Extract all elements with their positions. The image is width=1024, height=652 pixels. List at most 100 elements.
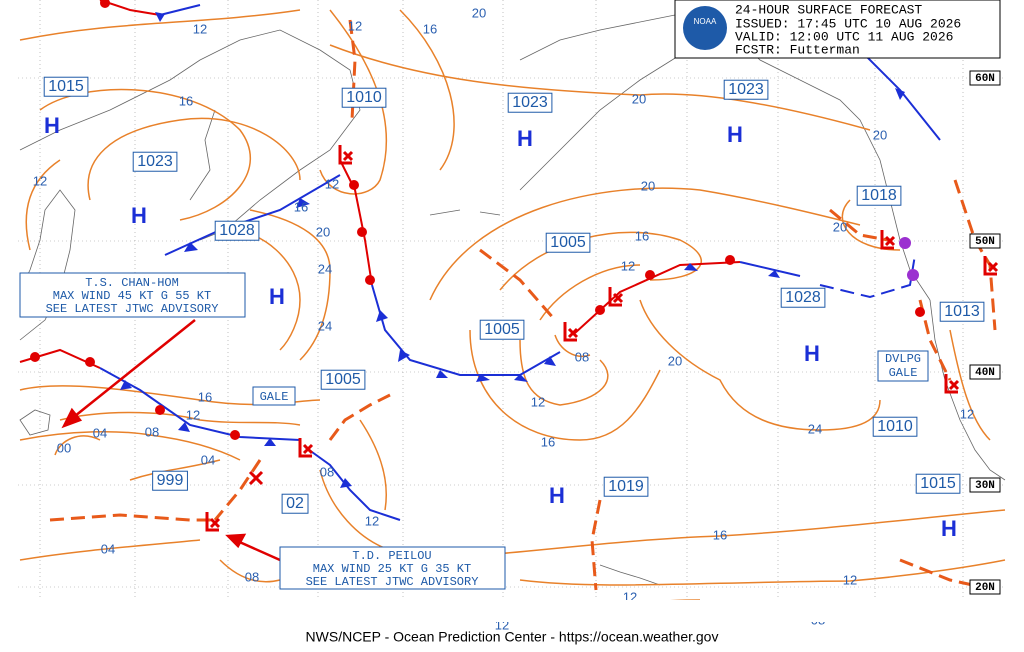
pressure-box xyxy=(214,220,260,241)
isobar-label: 12 xyxy=(193,21,207,36)
pressure-box xyxy=(507,92,553,113)
arrows xyxy=(61,319,281,562)
logo-text: NOAA xyxy=(694,17,717,26)
header-forecaster: FCSTR: Futterman xyxy=(735,42,860,57)
pressure-label: 1023 xyxy=(728,81,764,98)
isobar-label: 08 xyxy=(145,424,159,439)
latitude-box xyxy=(969,233,1001,249)
pressure-label: 1015 xyxy=(48,78,84,95)
isobar-label: 20 xyxy=(316,224,330,239)
high-center: H xyxy=(941,516,957,541)
isobar-label: 16 xyxy=(713,527,727,542)
isobar-label: 12 xyxy=(33,173,47,188)
isobar-label: 12 xyxy=(960,406,974,421)
warning-text: DVLPG xyxy=(885,352,921,366)
pressure-label: 1028 xyxy=(219,222,255,239)
isobar-label: 04 xyxy=(93,425,107,440)
high-center: H xyxy=(269,284,285,309)
latitude-box xyxy=(969,477,1001,493)
pressure-box xyxy=(603,476,649,497)
pressure-label: 1028 xyxy=(785,289,821,306)
isobar-label: 20 xyxy=(833,219,847,234)
advisory-box xyxy=(19,272,246,318)
pressure-box xyxy=(43,76,89,97)
pressure-box xyxy=(152,470,188,491)
pressure-box xyxy=(341,87,387,108)
coastlines xyxy=(19,9,1006,586)
isobar-label: 04 xyxy=(201,452,215,467)
warning-text: GALE xyxy=(260,390,289,404)
isobar-label: 20 xyxy=(632,91,646,106)
isobar-label: 08 xyxy=(575,349,589,364)
isobar-label: 04 xyxy=(101,541,115,556)
isobar-label: 20 xyxy=(472,5,486,20)
high-center: H xyxy=(517,126,533,151)
isobar-label: 16 xyxy=(294,199,308,214)
pressure-box xyxy=(723,79,769,100)
advisory-text: SEE LATEST JTWC ADVISORY xyxy=(306,575,479,589)
pressure-label: 1023 xyxy=(137,153,173,170)
warning-box xyxy=(252,386,296,406)
pressure-label: 999 xyxy=(157,472,184,489)
isobar-label: 12 xyxy=(325,176,339,191)
isobar-label: 00 xyxy=(57,440,71,455)
advisory-text: SEE LATEST JTWC ADVISORY xyxy=(46,302,219,316)
high-center: H xyxy=(131,203,147,228)
isobar-label: 12 xyxy=(621,258,635,273)
pressure-label: 1005 xyxy=(550,234,586,251)
pressure-label: 1010 xyxy=(346,89,382,106)
pressure-label: 1005 xyxy=(484,321,520,338)
pressure-box xyxy=(545,232,591,253)
isobar-label: 16 xyxy=(179,93,193,108)
advisory-text: T.D. PEILOU xyxy=(352,549,431,563)
pressure-box xyxy=(320,369,366,390)
isobar-label: 08 xyxy=(245,569,259,584)
isobar-label: 20 xyxy=(641,178,655,193)
pressure-box xyxy=(872,416,918,437)
warning-box xyxy=(877,350,929,382)
pressure-label: 1010 xyxy=(877,418,913,435)
pressure-box xyxy=(281,493,309,514)
isobar-label: 20 xyxy=(668,353,682,368)
high-center: H xyxy=(549,483,565,508)
high-center: H xyxy=(727,122,743,147)
advisory-text: MAX WIND 45 KT G 55 KT xyxy=(53,289,211,303)
pressure-box xyxy=(780,287,826,308)
advisory-text: T.S. CHAN-HOM xyxy=(85,276,179,290)
advisory-text: MAX WIND 25 KT G 35 KT xyxy=(313,562,471,576)
latitude-label: 60N xyxy=(975,73,995,85)
pressure-label: 1018 xyxy=(861,187,897,204)
pressure-label: 1013 xyxy=(944,303,980,320)
noaa-logo xyxy=(683,6,727,50)
latitude-box xyxy=(969,70,1001,86)
latitude-label: 20N xyxy=(975,582,995,594)
isobar-label: 16 xyxy=(423,21,437,36)
header-title: 24-HOUR SURFACE FORECAST xyxy=(735,2,922,17)
header-box xyxy=(674,0,1001,59)
isobar-label: 16 xyxy=(541,434,555,449)
high-center: H xyxy=(44,113,60,138)
isobar-label: 24 xyxy=(808,421,822,436)
isobar-label: 12 xyxy=(186,407,200,422)
warning-text: GALE xyxy=(889,366,918,380)
isobar-label: 16 xyxy=(198,389,212,404)
pressure-label: 1015 xyxy=(920,475,956,492)
header-valid: VALID: 12:00 UTC 11 AUG 2026 xyxy=(735,29,953,44)
pressure-box xyxy=(479,319,525,340)
latitude-box xyxy=(969,579,1001,595)
isobar-label: 12 xyxy=(348,18,362,33)
isobar-label: 16 xyxy=(635,228,649,243)
header-issued: ISSUED: 17:45 UTC 10 AUG 2026 xyxy=(735,16,961,31)
low-symbols xyxy=(205,145,999,532)
isobar-label: 24 xyxy=(318,261,332,276)
pressure-label: 1005 xyxy=(325,371,361,388)
pressure-label: 02 xyxy=(286,495,304,512)
longitude-strip xyxy=(18,600,1005,622)
latitude-label: 40N xyxy=(975,367,995,379)
isobar-label: 08 xyxy=(320,464,334,479)
isobar-label: 24 xyxy=(318,318,332,333)
pressure-box xyxy=(915,473,961,494)
footer: NWS/NCEP - Ocean Prediction Center - htt… xyxy=(306,629,719,645)
pressure-label: 1023 xyxy=(512,94,548,111)
